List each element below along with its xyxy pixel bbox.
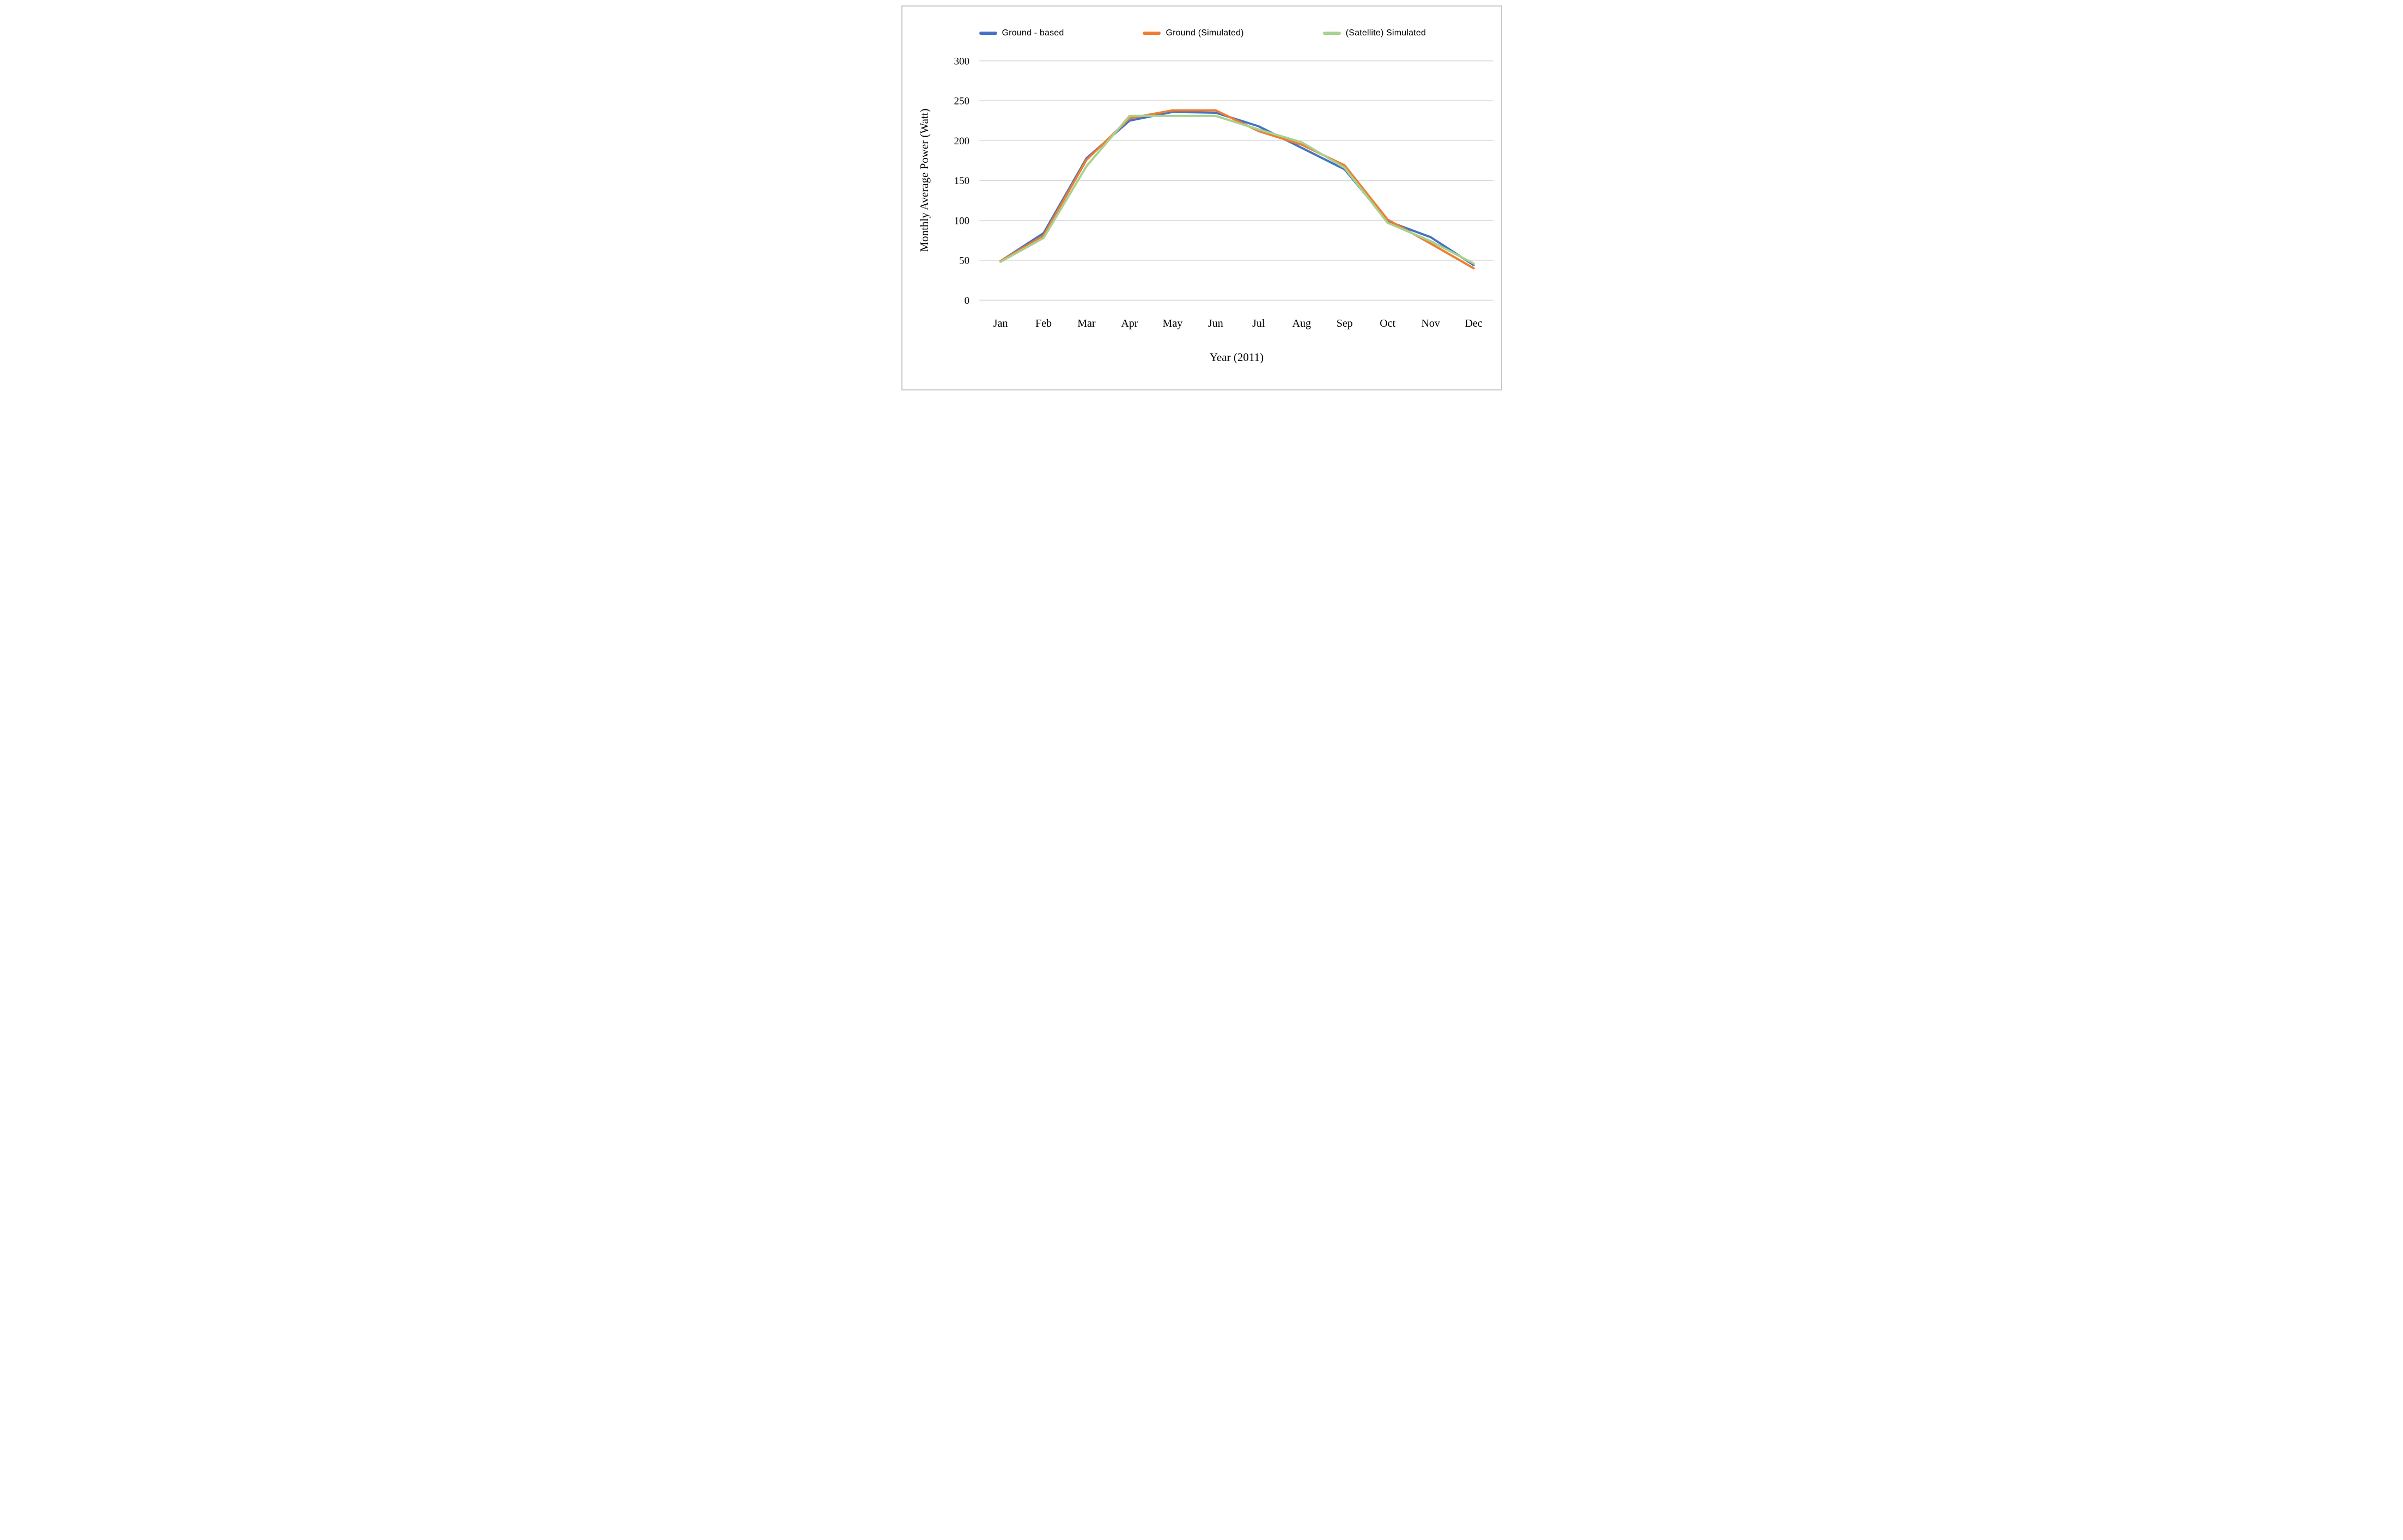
x-tick-label-aug: Aug (1292, 317, 1310, 329)
x-tick-label-apr: Apr (1121, 317, 1138, 329)
y-tick-label-150: 150 (954, 175, 969, 187)
x-tick-label-may: May (1162, 317, 1182, 329)
legend-item-ground-based: Ground - based (979, 28, 1064, 38)
y-tick-label-100: 100 (954, 215, 969, 227)
legend-swatch-satellite-simulated (1322, 31, 1341, 35)
x-tick-label-jul: Jul (1252, 317, 1265, 329)
legend-label-satellite-simulated: (Satellite) Simulated (1345, 28, 1426, 38)
x-tick-label-jan: Jan (993, 317, 1008, 329)
legend-swatch-ground-based (979, 31, 997, 35)
legend-item-satellite-simulated: (Satellite) Simulated (1322, 28, 1426, 38)
line-chart-figure: 0 50 100 150 200 250 300 Jan Feb Mar Apr May Jun Jul A… (901, 5, 1502, 390)
x-tick-label-dec: Dec (1465, 317, 1482, 329)
legend: Ground - based Ground (Simulated) (Satelli… (979, 28, 1426, 38)
y-tick-label-300: 300 (954, 56, 969, 67)
x-tick-label-oct: Oct (1380, 317, 1395, 329)
legend-swatch-ground-simulated (1143, 31, 1161, 35)
legend-label-ground-based: Ground - based (1002, 28, 1064, 38)
y-axis-title: Monthly Average Power (Watt) (917, 108, 931, 252)
series-line-ground-simulated (999, 109, 1475, 270)
x-tick-label-sep: Sep (1336, 317, 1352, 329)
series-line-satellite-simulated (999, 114, 1475, 265)
series-line-ground-based (999, 111, 1475, 266)
x-tick-label-jun: Jun (1207, 317, 1223, 329)
x-tick-label-nov: Nov (1421, 317, 1440, 329)
plot-area: 0 50 100 150 200 250 300 Jan Feb Mar Apr May Jun Jul A… (954, 56, 1493, 329)
legend-label-ground-simulated: Ground (Simulated) (1166, 28, 1244, 38)
x-axis-title: Year (2011) (1209, 351, 1264, 364)
y-tick-label-0: 0 (964, 295, 969, 307)
x-tick-label-feb: Feb (1035, 317, 1051, 329)
y-tick-label-250: 250 (954, 96, 969, 107)
y-tick-label-200: 200 (954, 136, 969, 147)
legend-item-ground-simulated: Ground (Simulated) (1143, 28, 1244, 38)
x-tick-label-mar: Mar (1077, 317, 1096, 329)
y-tick-label-50: 50 (959, 255, 969, 267)
